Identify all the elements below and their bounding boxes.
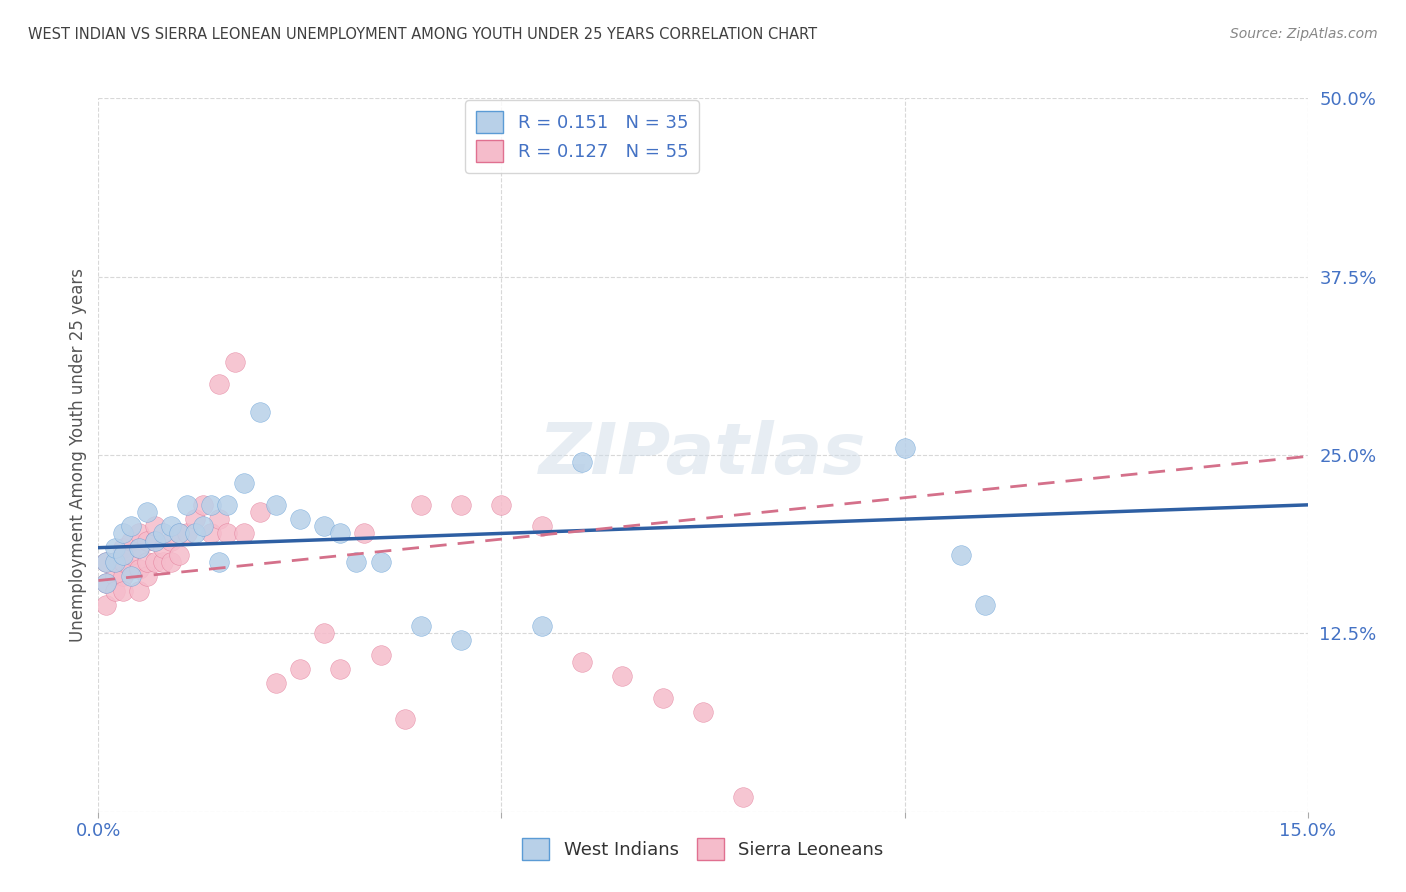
Point [329, 662, 352, 676]
Point [96, 576, 118, 591]
Point [128, 541, 150, 555]
Point [450, 633, 472, 648]
Text: Source: ZipAtlas.com: Source: ZipAtlas.com [1230, 27, 1378, 41]
Point [128, 526, 150, 541]
Point [135, 569, 157, 583]
Point [103, 555, 125, 569]
Point [288, 662, 311, 676]
Point [394, 712, 416, 726]
Point [176, 526, 198, 541]
Point [344, 555, 367, 569]
Point [409, 619, 432, 633]
Point [232, 476, 254, 491]
Text: ZIPatlas: ZIPatlas [540, 420, 866, 490]
Point [135, 505, 157, 519]
Point [208, 512, 231, 526]
Legend: West Indians, Sierra Leoneans: West Indians, Sierra Leoneans [515, 830, 891, 867]
Point [96, 555, 118, 569]
Point [111, 548, 134, 562]
Point [370, 555, 392, 569]
Point [651, 690, 673, 705]
Point [224, 355, 246, 369]
Point [893, 441, 915, 455]
Point [530, 619, 553, 633]
Text: WEST INDIAN VS SIERRA LEONEAN UNEMPLOYMENT AMONG YOUTH UNDER 25 YEARS CORRELATIO: WEST INDIAN VS SIERRA LEONEAN UNEMPLOYME… [28, 27, 817, 42]
Point [249, 505, 271, 519]
Point [152, 541, 174, 555]
Point [152, 526, 174, 541]
Point [143, 533, 166, 548]
Point [143, 519, 166, 533]
Point [120, 562, 142, 576]
Point [949, 548, 972, 562]
Point [353, 526, 375, 541]
Point [200, 526, 222, 541]
Point [120, 533, 142, 548]
Point [264, 676, 287, 690]
Point [184, 526, 207, 541]
Point [692, 705, 714, 719]
Point [184, 512, 207, 526]
Point [733, 790, 755, 805]
Point [217, 526, 239, 541]
Point [491, 498, 513, 512]
Point [96, 598, 118, 612]
Point [135, 533, 157, 548]
Point [103, 583, 125, 598]
Point [111, 555, 134, 569]
Point [143, 555, 166, 569]
Point [530, 519, 553, 533]
Point [288, 512, 311, 526]
Point [571, 655, 593, 669]
Point [167, 526, 190, 541]
Point [103, 569, 125, 583]
Point [128, 562, 150, 576]
Point [128, 583, 150, 598]
Point [167, 548, 190, 562]
Point [135, 555, 157, 569]
Point [571, 455, 593, 469]
Point [450, 498, 472, 512]
Point [160, 555, 183, 569]
Point [96, 555, 118, 569]
Point [208, 555, 231, 569]
Point [314, 519, 336, 533]
Point [96, 576, 118, 591]
Point [409, 498, 432, 512]
Point [370, 648, 392, 662]
Point [217, 498, 239, 512]
Point [120, 519, 142, 533]
Point [111, 569, 134, 583]
Point [329, 526, 352, 541]
Point [264, 498, 287, 512]
Point [128, 541, 150, 555]
Point [160, 519, 183, 533]
Point [111, 541, 134, 555]
Point [160, 533, 183, 548]
Point [120, 548, 142, 562]
Point [152, 555, 174, 569]
Y-axis label: Unemployment Among Youth under 25 years: Unemployment Among Youth under 25 years [69, 268, 87, 642]
Point [120, 569, 142, 583]
Point [314, 626, 336, 640]
Point [176, 498, 198, 512]
Point [612, 669, 634, 683]
Point [193, 498, 215, 512]
Point [208, 376, 231, 391]
Point [193, 519, 215, 533]
Point [249, 405, 271, 419]
Point [974, 598, 997, 612]
Point [143, 533, 166, 548]
Point [111, 526, 134, 541]
Point [200, 498, 222, 512]
Point [111, 583, 134, 598]
Point [232, 526, 254, 541]
Point [167, 526, 190, 541]
Point [103, 541, 125, 555]
Point [103, 555, 125, 569]
